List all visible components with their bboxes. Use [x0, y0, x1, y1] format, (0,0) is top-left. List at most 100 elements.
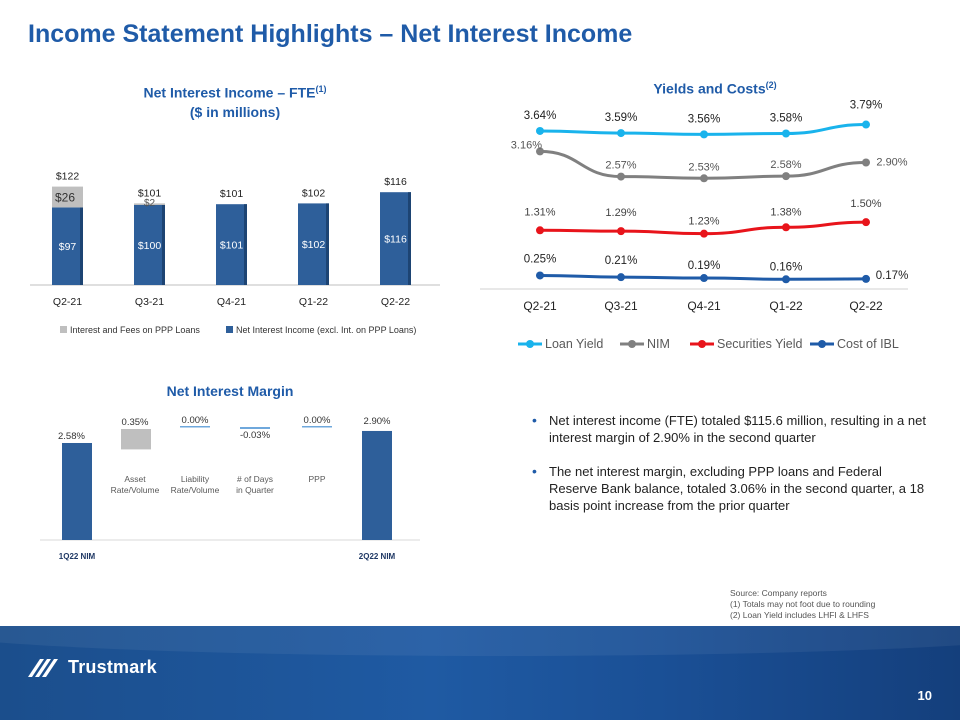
nii-bar-excl-ppp — [134, 205, 165, 285]
yields-data-label: 1.50% — [850, 198, 881, 210]
trustmark-logo-icon — [28, 659, 58, 677]
nii-bar-shade — [80, 207, 83, 285]
nii-x-tick: Q2-21 — [53, 296, 82, 308]
yields-data-label: 1.29% — [605, 207, 636, 219]
nii-title-line1: Net Interest Income – FTE — [143, 84, 316, 101]
nim-value-label: 0.35% — [122, 417, 149, 428]
yields-data-label: 0.16% — [770, 261, 803, 273]
yields-legend-label: Securities Yield — [717, 337, 803, 351]
nii-bar-excl-ppp — [216, 204, 247, 285]
nim-waterfall-chart: 2.58% 1Q22 NIM 0.35% Asset Rate/Volume 0.00% L… — [40, 415, 420, 561]
yields-data-label: 2.57% — [605, 160, 636, 172]
nii-bar-ppp — [52, 186, 83, 208]
yields-data-label: 2.90% — [876, 156, 907, 168]
yields-data-label: 1.31% — [524, 206, 555, 218]
yields-legend-marker — [526, 340, 534, 348]
nii-x-tick: Q4-21 — [217, 296, 246, 308]
source-note: Source: Company reports — [730, 588, 827, 598]
footnote-2: (2) Loan Yield includes LHFI & LHFS — [730, 610, 869, 620]
yields-data-label: 0.19% — [688, 260, 721, 272]
nim-value-label: 0.00% — [182, 415, 209, 426]
nii-x-tick: Q2-22 — [381, 296, 410, 308]
yields-point — [536, 271, 544, 280]
yields-title-text: Yields and Costs — [653, 80, 766, 97]
yields-point — [782, 172, 790, 181]
yields-data-label: 3.58% — [770, 113, 803, 125]
yields-point — [862, 274, 870, 283]
nim-total-bar — [62, 442, 92, 540]
nii-title-line2: ($ in millions) — [189, 103, 281, 120]
yields-data-label: 3.79% — [850, 100, 883, 112]
nii-total-label: $122 — [56, 171, 80, 183]
yields-data-label: 1.38% — [770, 206, 801, 218]
nii-bar-shade — [162, 205, 165, 285]
nim-value-label: -0.03% — [240, 430, 271, 441]
nim-change-bar — [240, 427, 270, 429]
yields-point — [536, 226, 544, 235]
yields-legend-label: Cost of IBL — [837, 337, 899, 351]
nii-bar-shade — [326, 203, 329, 285]
yields-data-label: 0.17% — [876, 270, 909, 282]
nii-bar-label: $101 — [220, 240, 244, 252]
nim-category-label: Liability Rate/Volume — [171, 474, 220, 495]
yields-legend-marker — [818, 340, 826, 348]
yields-point — [782, 275, 790, 284]
trustmark-logo: Trustmark — [26, 655, 157, 679]
yields-point — [617, 129, 625, 138]
yields-chart-title: Yields and Costs(2) — [600, 80, 830, 97]
nii-title-footnote: (1) — [315, 84, 327, 94]
yields-data-label: 3.16% — [511, 139, 542, 151]
nii-x-tick: Q1-22 — [299, 296, 328, 308]
nim-category-label: # of Days in Quarter — [236, 474, 274, 495]
yields-legend-marker — [698, 340, 706, 348]
yields-x-tick: Q1-22 — [769, 299, 803, 313]
footer-band — [0, 626, 960, 720]
nii-bar-excl-ppp — [298, 203, 329, 285]
nim-category-label: 1Q22 NIM — [59, 552, 96, 561]
yields-data-label: 3.56% — [688, 113, 721, 125]
yields-point — [862, 158, 870, 167]
nii-legend-swatch-ppp — [60, 326, 67, 333]
slide-title: Income Statement Highlights – Net Intere… — [28, 20, 633, 48]
nim-category-label: 2Q22 NIM — [359, 552, 396, 561]
nii-x-tick: Q3-21 — [135, 296, 164, 308]
nii-legend-ppp: Interest and Fees on PPP Loans — [70, 325, 200, 335]
nii-bar-label: $97 — [59, 241, 77, 253]
yields-data-label: 2.53% — [688, 161, 719, 173]
yields-point — [700, 229, 708, 238]
yields-point — [700, 130, 708, 139]
yields-title-footnote: (2) — [765, 80, 777, 90]
yields-x-tick: Q2-21 — [523, 299, 557, 313]
yields-point — [617, 227, 625, 236]
nii-bar-shade — [244, 204, 247, 285]
page-number: 10 — [917, 688, 932, 703]
nim-value-label: 0.00% — [304, 415, 331, 426]
nii-ppp-label: $2 — [144, 198, 156, 209]
nim-category-label: Asset Rate/Volume — [111, 474, 160, 495]
nii-bar-excl-ppp — [52, 207, 83, 285]
yields-x-tick: Q2-22 — [849, 299, 883, 313]
nii-bar-label: $116 — [384, 234, 407, 246]
yields-point — [700, 274, 708, 283]
yields-data-label: 0.21% — [605, 255, 638, 267]
yields-point — [617, 273, 625, 282]
yields-point — [617, 172, 625, 181]
yields-legend-marker — [628, 340, 636, 348]
nii-total-label: $116 — [384, 176, 407, 188]
yields-point — [536, 126, 544, 135]
nim-change-bar — [180, 426, 210, 428]
nii-bar-ppp — [134, 203, 165, 205]
yields-data-label: 0.25% — [524, 253, 557, 265]
nii-total-label: $101 — [138, 187, 162, 199]
yields-point — [782, 223, 790, 232]
yields-point — [862, 218, 870, 227]
yields-point — [782, 129, 790, 138]
bullet-item: The net interest margin, excluding PPP l… — [532, 463, 932, 514]
nim-change-bar — [302, 426, 332, 428]
nii-bar-excl-ppp — [380, 192, 411, 285]
yields-data-label: 2.58% — [770, 159, 801, 171]
footnote-1: (1) Totals may not foot due to rounding — [730, 599, 876, 609]
yields-data-label: 3.64% — [524, 110, 557, 122]
nim-change-bar — [121, 429, 151, 450]
nim-chart-title: Net Interest Margin — [166, 383, 294, 399]
